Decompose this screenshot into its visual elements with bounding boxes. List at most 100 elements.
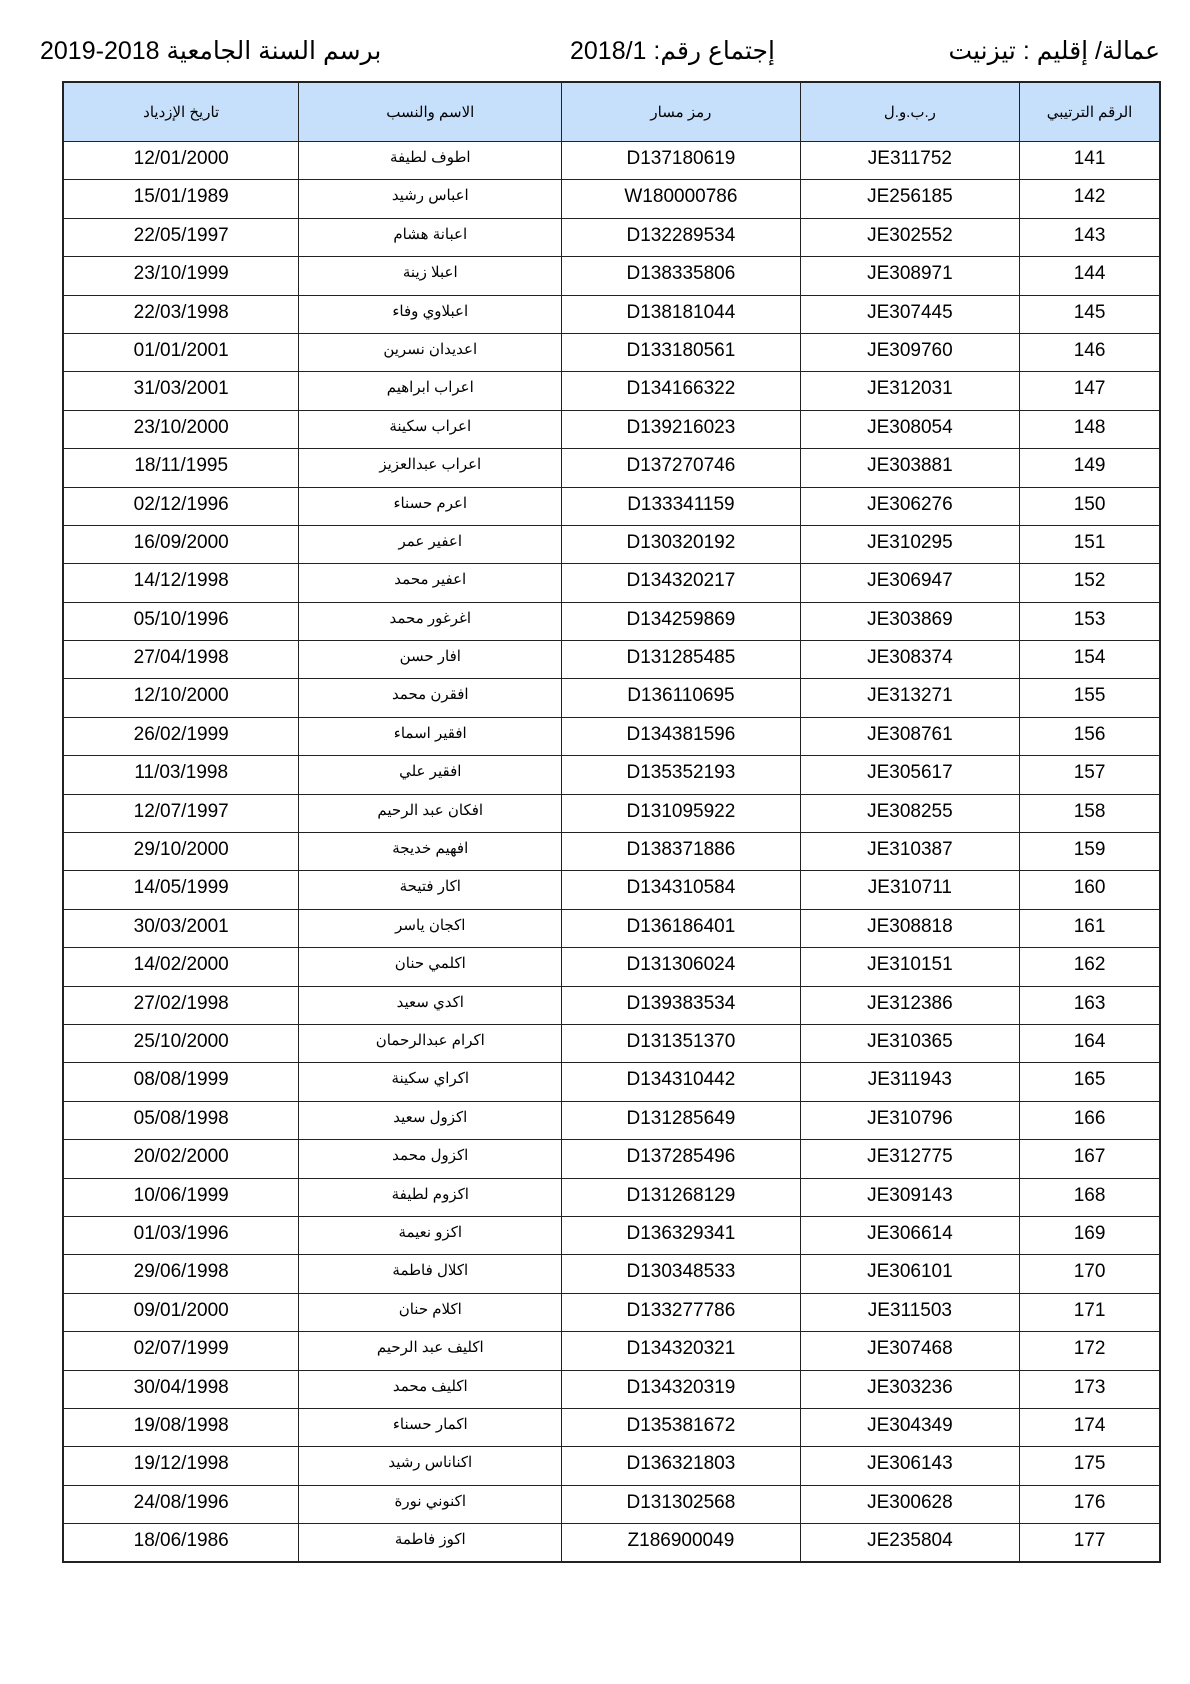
table-row: 159 JE310387 D138371886 افهيم خديجة 29/10/20… — [62, 832, 1161, 872]
cell-birthdate: 15/01/1989 — [62, 179, 300, 219]
cell-serial: 152 — [1019, 563, 1161, 603]
cell-birthdate: 27/02/1998 — [62, 985, 300, 1025]
cell-name: اعراب ابراهيم — [298, 371, 563, 411]
cell-massar: D137270746 — [561, 448, 801, 488]
cell-serial: 162 — [1019, 947, 1161, 987]
cell-serial: 143 — [1019, 217, 1161, 258]
cell-massar: D137180619 — [561, 140, 801, 181]
cell-name: اعديدان نسرين — [298, 332, 563, 373]
cell-massar: D136186401 — [561, 908, 801, 949]
table-row: 176 JE300628 D131302568 اكنوني نورة 24/08/19… — [62, 1484, 1161, 1525]
table-row: 166 JE310796 D131285649 اكزول سعيد 05/08/199… — [62, 1100, 1161, 1141]
cell-cne: JE309760 — [799, 332, 1021, 373]
table-row: 161 JE308818 D136186401 اكجان ياسر 30/03/200… — [62, 908, 1161, 949]
cell-birthdate: 19/12/1998 — [62, 1446, 300, 1486]
cell-cne: JE307468 — [799, 1331, 1021, 1371]
cell-name: اعباس رشيد — [298, 179, 563, 219]
cell-name: اعراب سكينة — [298, 409, 563, 450]
cell-serial: 148 — [1019, 409, 1161, 450]
cell-name: اعبلاوي وفاء — [298, 294, 563, 334]
cell-name: اغرغور محمد — [298, 601, 563, 642]
cell-massar: D131268129 — [561, 1177, 801, 1217]
cell-serial: 165 — [1019, 1062, 1161, 1102]
cell-name: اعفير محمد — [298, 563, 563, 603]
cell-massar: W180000786 — [561, 179, 801, 219]
cell-name: اكناناس رشيد — [298, 1446, 563, 1486]
table-row: 171 JE311503 D133277786 اكلام حنان 09/01/200… — [62, 1292, 1161, 1333]
cell-cne: JE311943 — [799, 1062, 1021, 1102]
cell-massar: Z186900049 — [561, 1523, 801, 1563]
cell-serial: 154 — [1019, 640, 1161, 680]
cell-cne: JE308761 — [799, 716, 1021, 757]
cell-massar: D139216023 — [561, 409, 801, 450]
cell-cne: JE312031 — [799, 371, 1021, 411]
cell-birthdate: 02/07/1999 — [62, 1331, 300, 1371]
table-row: 144 JE308971 D138335806 اعبلا زينة 23/10/199… — [62, 256, 1161, 296]
cell-serial: 157 — [1019, 755, 1161, 795]
cell-birthdate: 20/02/2000 — [62, 1139, 300, 1179]
cell-massar: D136321803 — [561, 1446, 801, 1486]
cell-birthdate: 29/10/2000 — [62, 832, 300, 872]
cell-birthdate: 19/08/1998 — [62, 1407, 300, 1448]
cell-massar: D134320319 — [561, 1369, 801, 1409]
table-row: 158 JE308255 D131095922 افكان عبد الرحيم 12/… — [62, 793, 1161, 834]
cell-name: افقير اسماء — [298, 716, 563, 757]
cell-serial: 142 — [1019, 179, 1161, 219]
cell-birthdate: 31/03/2001 — [62, 371, 300, 411]
table-row: 164 JE310365 D131351370 اكرام عبدالرحمان 25/… — [62, 1023, 1161, 1064]
table-row: 177 JE235804 Z186900049 اكوز فاطمة 18/06/198… — [62, 1523, 1161, 1563]
table-row: 147 JE312031 D134166322 اعراب ابراهيم 31/03/… — [62, 371, 1161, 411]
table-row: 146 JE309760 D133180561 اعديدان نسرين 01/01/… — [62, 332, 1161, 373]
cell-serial: 159 — [1019, 832, 1161, 872]
cell-birthdate: 12/10/2000 — [62, 678, 300, 718]
table-row: 155 JE313271 D136110695 افقرن محمد 12/10/200… — [62, 678, 1161, 718]
cell-massar: D136110695 — [561, 678, 801, 718]
cell-serial: 158 — [1019, 793, 1161, 834]
cell-name: اكلمي حنان — [298, 947, 563, 987]
meeting-number: إجتماع رقم: 2018/1 — [570, 37, 775, 65]
cell-cne: JE313271 — [799, 678, 1021, 718]
cell-massar: D135381672 — [561, 1407, 801, 1448]
cell-serial: 173 — [1019, 1369, 1161, 1409]
cell-name: افكان عبد الرحيم — [298, 793, 563, 834]
cell-massar: D130348533 — [561, 1254, 801, 1294]
cell-serial: 153 — [1019, 601, 1161, 642]
table-row: 150 JE306276 D133341159 اعرم حسناء 02/12/199… — [62, 486, 1161, 526]
cell-cne: JE310365 — [799, 1023, 1021, 1064]
cell-cne: JE309143 — [799, 1177, 1021, 1217]
cell-serial: 147 — [1019, 371, 1161, 411]
cell-serial: 176 — [1019, 1484, 1161, 1525]
cell-massar: D131285485 — [561, 640, 801, 680]
cell-birthdate: 30/04/1998 — [62, 1369, 300, 1409]
academic-year: برسم السنة الجامعية 2018-2019 — [40, 37, 382, 65]
col-serial: الرقم الترتيبي — [1019, 81, 1161, 142]
cell-cne: JE305617 — [799, 755, 1021, 795]
cell-cne: JE310151 — [799, 947, 1021, 987]
cell-cne: JE312386 — [799, 985, 1021, 1025]
table-row: 154 JE308374 D131285485 افار حسن 27/04/1998 — [62, 640, 1161, 680]
table-row: 163 JE312386 D139383534 اكدي سعيد 27/02/1998 — [62, 985, 1161, 1025]
cell-cne: JE308255 — [799, 793, 1021, 834]
cell-birthdate: 14/05/1999 — [62, 870, 300, 910]
cell-massar: D130320192 — [561, 524, 801, 565]
cell-name: اكجان ياسر — [298, 908, 563, 949]
cell-cne: JE304349 — [799, 1407, 1021, 1448]
cell-serial: 146 — [1019, 332, 1161, 373]
cell-birthdate: 30/03/2001 — [62, 908, 300, 949]
table-row: 170 JE306101 D130348533 اكلال فاطمة 29/06/19… — [62, 1254, 1161, 1294]
cell-name: اكنوني نورة — [298, 1484, 563, 1525]
cell-name: اكوز فاطمة — [298, 1523, 563, 1563]
cell-cne: JE308971 — [799, 256, 1021, 296]
cell-serial: 144 — [1019, 256, 1161, 296]
cell-massar: D137285496 — [561, 1139, 801, 1179]
cell-birthdate: 14/02/2000 — [62, 947, 300, 987]
cell-massar: D134310442 — [561, 1062, 801, 1102]
cell-cne: JE307445 — [799, 294, 1021, 334]
cell-cne: JE303881 — [799, 448, 1021, 488]
cell-cne: JE310796 — [799, 1100, 1021, 1141]
table-row: 162 JE310151 D131306024 اكلمي حنان 14/02/200… — [62, 947, 1161, 987]
cell-serial: 150 — [1019, 486, 1161, 526]
cell-birthdate: 05/10/1996 — [62, 601, 300, 642]
cell-massar: D131351370 — [561, 1023, 801, 1064]
cell-massar: D131095922 — [561, 793, 801, 834]
